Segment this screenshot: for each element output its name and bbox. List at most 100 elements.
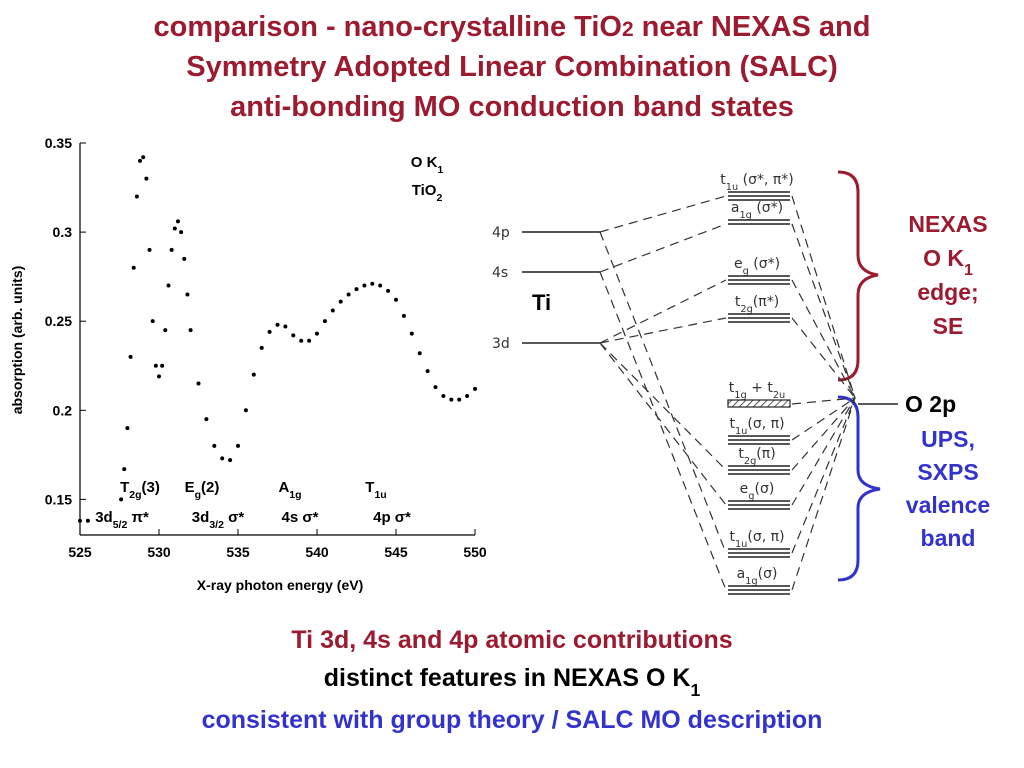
data-point	[163, 328, 168, 333]
text-part: 1u	[735, 539, 747, 550]
data-point	[330, 308, 335, 313]
mo-level-label: t1g + t2u	[729, 380, 786, 401]
text-part: 3/2	[209, 519, 224, 531]
data-point	[125, 426, 130, 431]
nexas-label: edge;	[917, 279, 978, 305]
data-point	[275, 322, 280, 327]
mo-dash	[791, 397, 856, 405]
data-point	[283, 324, 288, 329]
data-point	[315, 331, 319, 336]
data-point	[153, 363, 158, 368]
text-part: g	[748, 491, 754, 502]
text-part: + t	[747, 380, 774, 396]
chart-annotation: 3d3/2 σ*	[192, 509, 245, 531]
data-point	[175, 219, 180, 224]
text-part: 1	[964, 261, 973, 279]
text-part: σ*	[224, 509, 244, 526]
data-point	[267, 329, 272, 334]
data-point	[394, 297, 398, 302]
data-point	[425, 369, 430, 374]
data-point	[119, 497, 124, 502]
data-point	[160, 363, 165, 368]
data-point	[138, 158, 143, 163]
y-tick-label: 0.35	[45, 135, 72, 151]
data-point	[78, 518, 82, 523]
y-tick-label: 0.2	[53, 402, 73, 418]
data-point	[166, 283, 171, 288]
text-part: 2g	[740, 304, 752, 315]
text-part: 5/2	[113, 519, 128, 531]
text-part: (σ)	[758, 566, 778, 582]
brace-ups	[837, 395, 881, 582]
text-part: e	[734, 256, 743, 272]
nexas-label: NEXAS	[908, 211, 987, 237]
mo-level-label: t2g(π*)	[735, 294, 779, 315]
data-point	[386, 288, 391, 293]
text-part: 1g	[734, 390, 746, 401]
ups-label: SXPS	[917, 459, 978, 485]
chart-annotation: Eg(2)	[185, 479, 220, 501]
text-part: O K	[411, 154, 438, 171]
chart-annotation: 4p σ*	[373, 509, 411, 526]
data-point	[196, 381, 201, 386]
ups-label: band	[921, 525, 976, 551]
ti-dash	[599, 342, 727, 471]
o2p-label: O 2p	[905, 391, 956, 417]
mo-level-label: a1g(σ)	[737, 566, 778, 587]
title-line: anti-bonding MO conduction band states	[230, 91, 794, 123]
footer-line: consistent with group theory / SALC MO d…	[202, 706, 823, 734]
data-point	[122, 467, 127, 472]
data-point	[212, 443, 217, 448]
text-part: distinct features in NEXAS O K	[324, 664, 691, 692]
mo-level-hatched	[727, 399, 791, 408]
chart-annotation: TiO2	[412, 182, 443, 204]
mo-level-label: a1g (σ*)	[731, 200, 783, 221]
mo-level-label: t1u(σ, π)	[729, 529, 784, 550]
data-point	[259, 345, 264, 350]
y-tick-label: 0.3	[53, 224, 73, 240]
text-part: 2g	[744, 456, 756, 467]
text-part: A	[278, 479, 289, 496]
data-point	[243, 408, 248, 413]
text-part: a	[731, 200, 740, 216]
text-part: a	[737, 566, 746, 582]
x-tick-label: 530	[147, 544, 171, 560]
ups-label: valence	[906, 492, 990, 518]
text-part: g	[743, 266, 749, 277]
footer-line: distinct features in NEXAS O K1	[324, 664, 701, 700]
text-part: 1u	[735, 426, 747, 437]
text-part: t	[735, 294, 741, 310]
text-part: π*	[127, 509, 149, 526]
text-part: (σ, π)	[747, 529, 784, 545]
ti-dash	[599, 342, 727, 506]
data-point	[338, 299, 343, 304]
text-part: 1g	[289, 489, 301, 501]
title-line: Symmetry Adopted Linear Combination (SAL…	[186, 51, 837, 83]
text-part: 4p σ*	[373, 509, 411, 526]
title-line: comparison - nano-crystalline TiO2 near …	[154, 11, 871, 43]
data-point	[449, 397, 454, 402]
ti-level-label: 3d	[492, 336, 510, 352]
text-part: comparison - nano-crystalline TiO	[154, 11, 622, 43]
text-part: 2u	[773, 390, 785, 401]
data-point	[131, 265, 136, 270]
data-point	[128, 354, 133, 359]
data-point	[251, 372, 256, 377]
data-point	[188, 328, 193, 333]
text-part: 1g	[745, 576, 757, 587]
text-part: (2)	[201, 479, 219, 496]
mo-dash	[791, 223, 856, 399]
text-part: t	[729, 380, 735, 396]
data-point	[307, 338, 312, 343]
footer-line: Ti 3d, 4s and 4p atomic contributions	[291, 626, 732, 654]
text-part: 2g	[129, 489, 141, 501]
mo-dash	[791, 397, 856, 591]
mo-dash	[791, 279, 856, 399]
chart-annotation: 4s σ*	[282, 509, 319, 526]
data-point	[144, 176, 149, 181]
y-axis-label: absorption (arb. units)	[9, 266, 25, 415]
y-tick-label: 0.15	[45, 491, 72, 507]
